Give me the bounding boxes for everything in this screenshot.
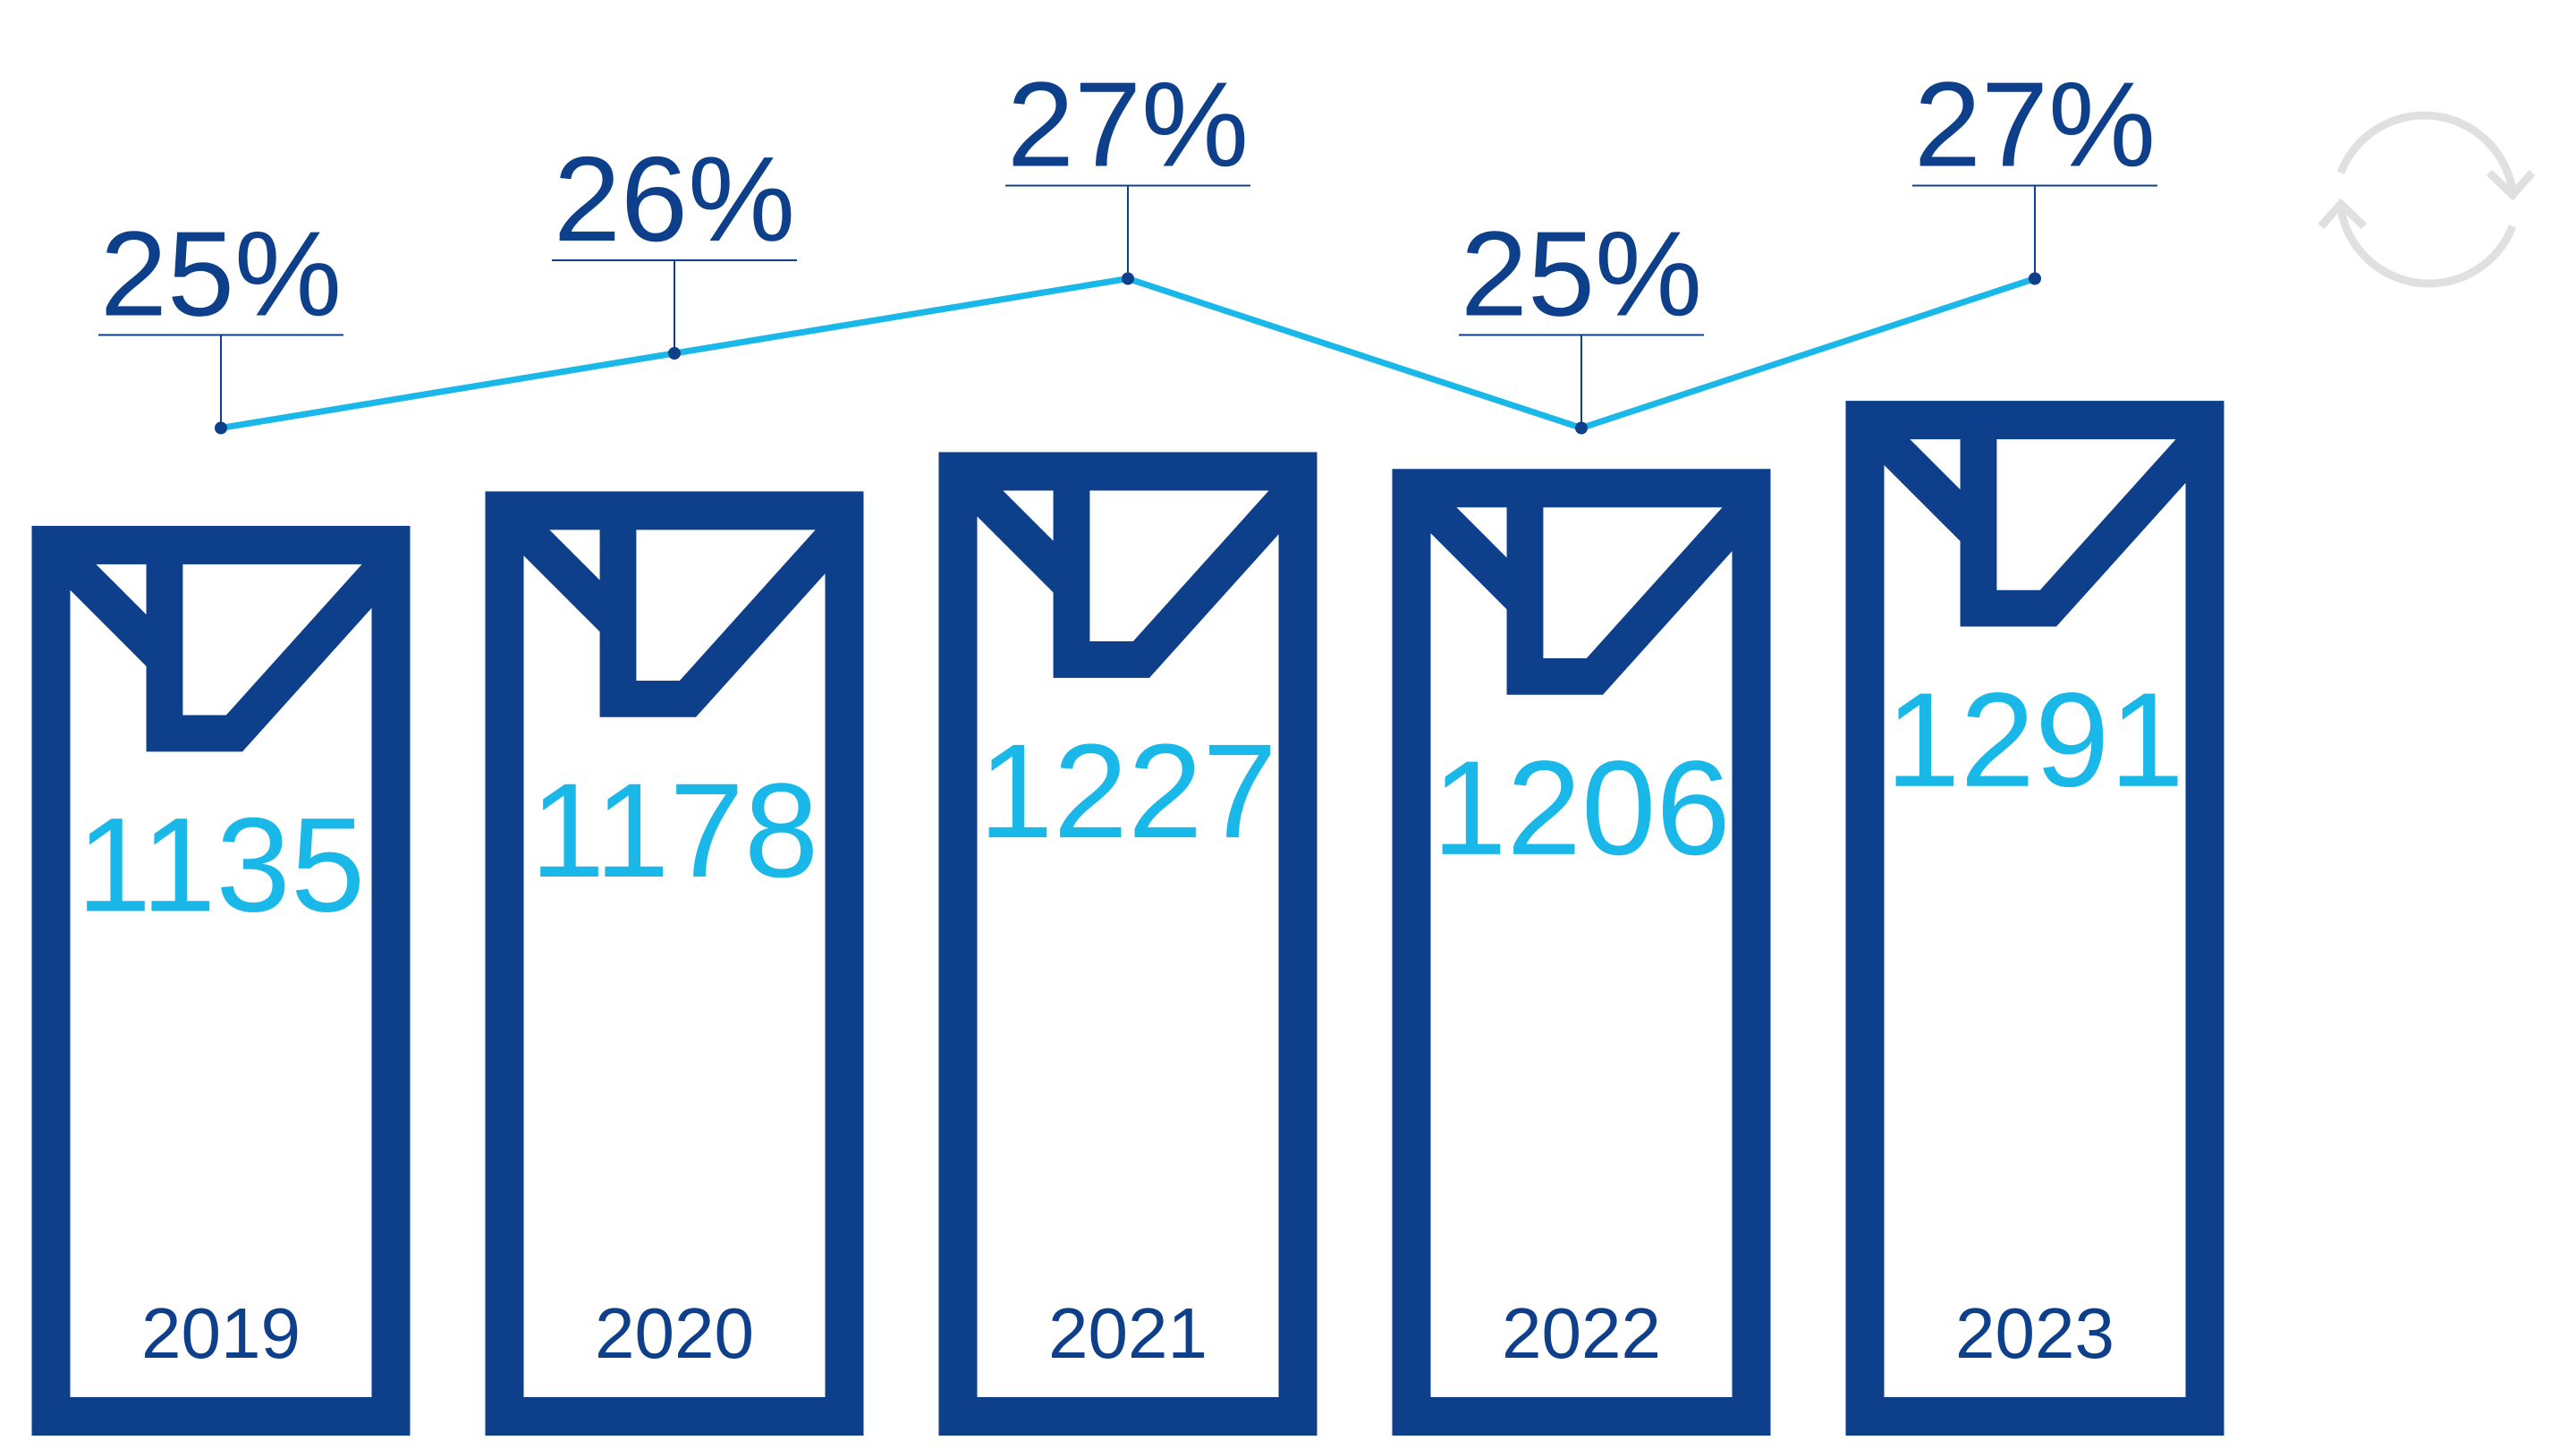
- line-value-label: 26%: [554, 131, 795, 267]
- bar: [1392, 469, 1771, 1436]
- bar-fold: [1053, 471, 1305, 678]
- bar-fold: [599, 511, 852, 717]
- refresh-arc: [2336, 208, 2517, 288]
- refresh-icon[interactable]: [2318, 111, 2536, 288]
- bar: [31, 525, 411, 1436]
- category-label: 2023: [1955, 1293, 2114, 1373]
- line-point: [2029, 272, 2041, 285]
- line-point: [1575, 421, 1588, 435]
- bar-value-label: 1135: [77, 790, 366, 940]
- bar-value-label: 1227: [979, 716, 1277, 866]
- line: [220, 275, 2037, 432]
- refresh-arc: [2336, 111, 2517, 191]
- bar: [485, 491, 864, 1436]
- bar-value-label: 1206: [1432, 733, 1731, 883]
- refresh-arrow: [2318, 198, 2368, 230]
- bar: [1845, 401, 2224, 1436]
- bar-fold: [1960, 420, 2212, 627]
- category-label: 2022: [1502, 1293, 1661, 1373]
- line-value-label: 27%: [1007, 57, 1249, 192]
- bar-fold: [1506, 488, 1758, 695]
- category-label: 2020: [595, 1293, 754, 1373]
- line-value-label: 25%: [100, 207, 342, 342]
- category-label: 2021: [1048, 1293, 1208, 1373]
- bar-value-label: 1178: [530, 755, 819, 905]
- line-point: [1122, 272, 1134, 285]
- bar-value-label: 1291: [1885, 665, 2184, 815]
- line-point: [215, 421, 227, 435]
- line-value-label: 27%: [1914, 57, 2156, 192]
- line-value-label: 25%: [1461, 207, 1702, 342]
- refresh-arrow: [2486, 169, 2536, 201]
- category-label: 2019: [141, 1293, 301, 1373]
- bar-fold: [146, 546, 398, 752]
- line-point: [668, 347, 681, 360]
- bar: [938, 452, 1318, 1436]
